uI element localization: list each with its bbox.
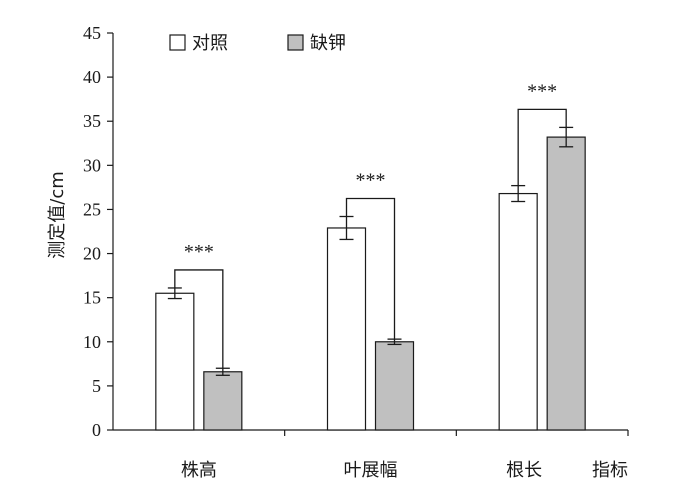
x-axis-title: 指标 [592, 460, 628, 481]
legend-label-deficient: 缺钾 [310, 33, 346, 54]
x-ticks [284, 430, 629, 436]
category-labels: 株高 叶展幅 根长 [181, 460, 542, 481]
y-tick-label: 25 [83, 199, 101, 219]
y-tick-label: 15 [83, 288, 101, 308]
category-label: 叶展幅 [344, 460, 398, 481]
bar-control-2 [498, 192, 538, 431]
bar-control-1 [326, 227, 367, 431]
significance-bracket [345, 197, 396, 340]
legend-swatch-control [169, 34, 186, 51]
bar-deficient-2 [546, 136, 586, 431]
y-tick-label: 20 [83, 244, 101, 264]
y-tick-label: 5 [92, 376, 101, 396]
bar-deficient-1 [374, 341, 415, 431]
significance-bracket [517, 108, 567, 186]
y-axis-title: 测定值/cm [47, 171, 68, 259]
bar-deficient-0 [203, 371, 243, 431]
significance-label: *** [184, 241, 214, 263]
error-bars [167, 126, 574, 376]
y-ticks: 0 5 10 15 20 25 30 35 40 45 [83, 23, 113, 440]
significance-label: *** [527, 80, 557, 102]
bars [155, 136, 586, 431]
y-tick-label: 40 [83, 67, 101, 87]
bar-control-0 [155, 292, 195, 431]
legend-swatch-deficient [287, 34, 304, 51]
y-tick-label: 30 [83, 155, 101, 175]
category-label: 根长 [506, 460, 542, 481]
significance-label: *** [356, 170, 386, 192]
axes [112, 33, 628, 431]
category-label: 株高 [181, 460, 217, 481]
legend-label-control: 对照 [192, 33, 228, 54]
y-tick-label: 35 [83, 111, 101, 131]
legend: 对照 缺钾 [169, 33, 346, 54]
y-tick-label: 45 [83, 23, 101, 43]
y-tick-label: 0 [92, 420, 101, 440]
significance-bracket [174, 269, 224, 369]
y-tick-label: 10 [83, 332, 101, 352]
significance-brackets: *** *** *** [174, 80, 567, 369]
